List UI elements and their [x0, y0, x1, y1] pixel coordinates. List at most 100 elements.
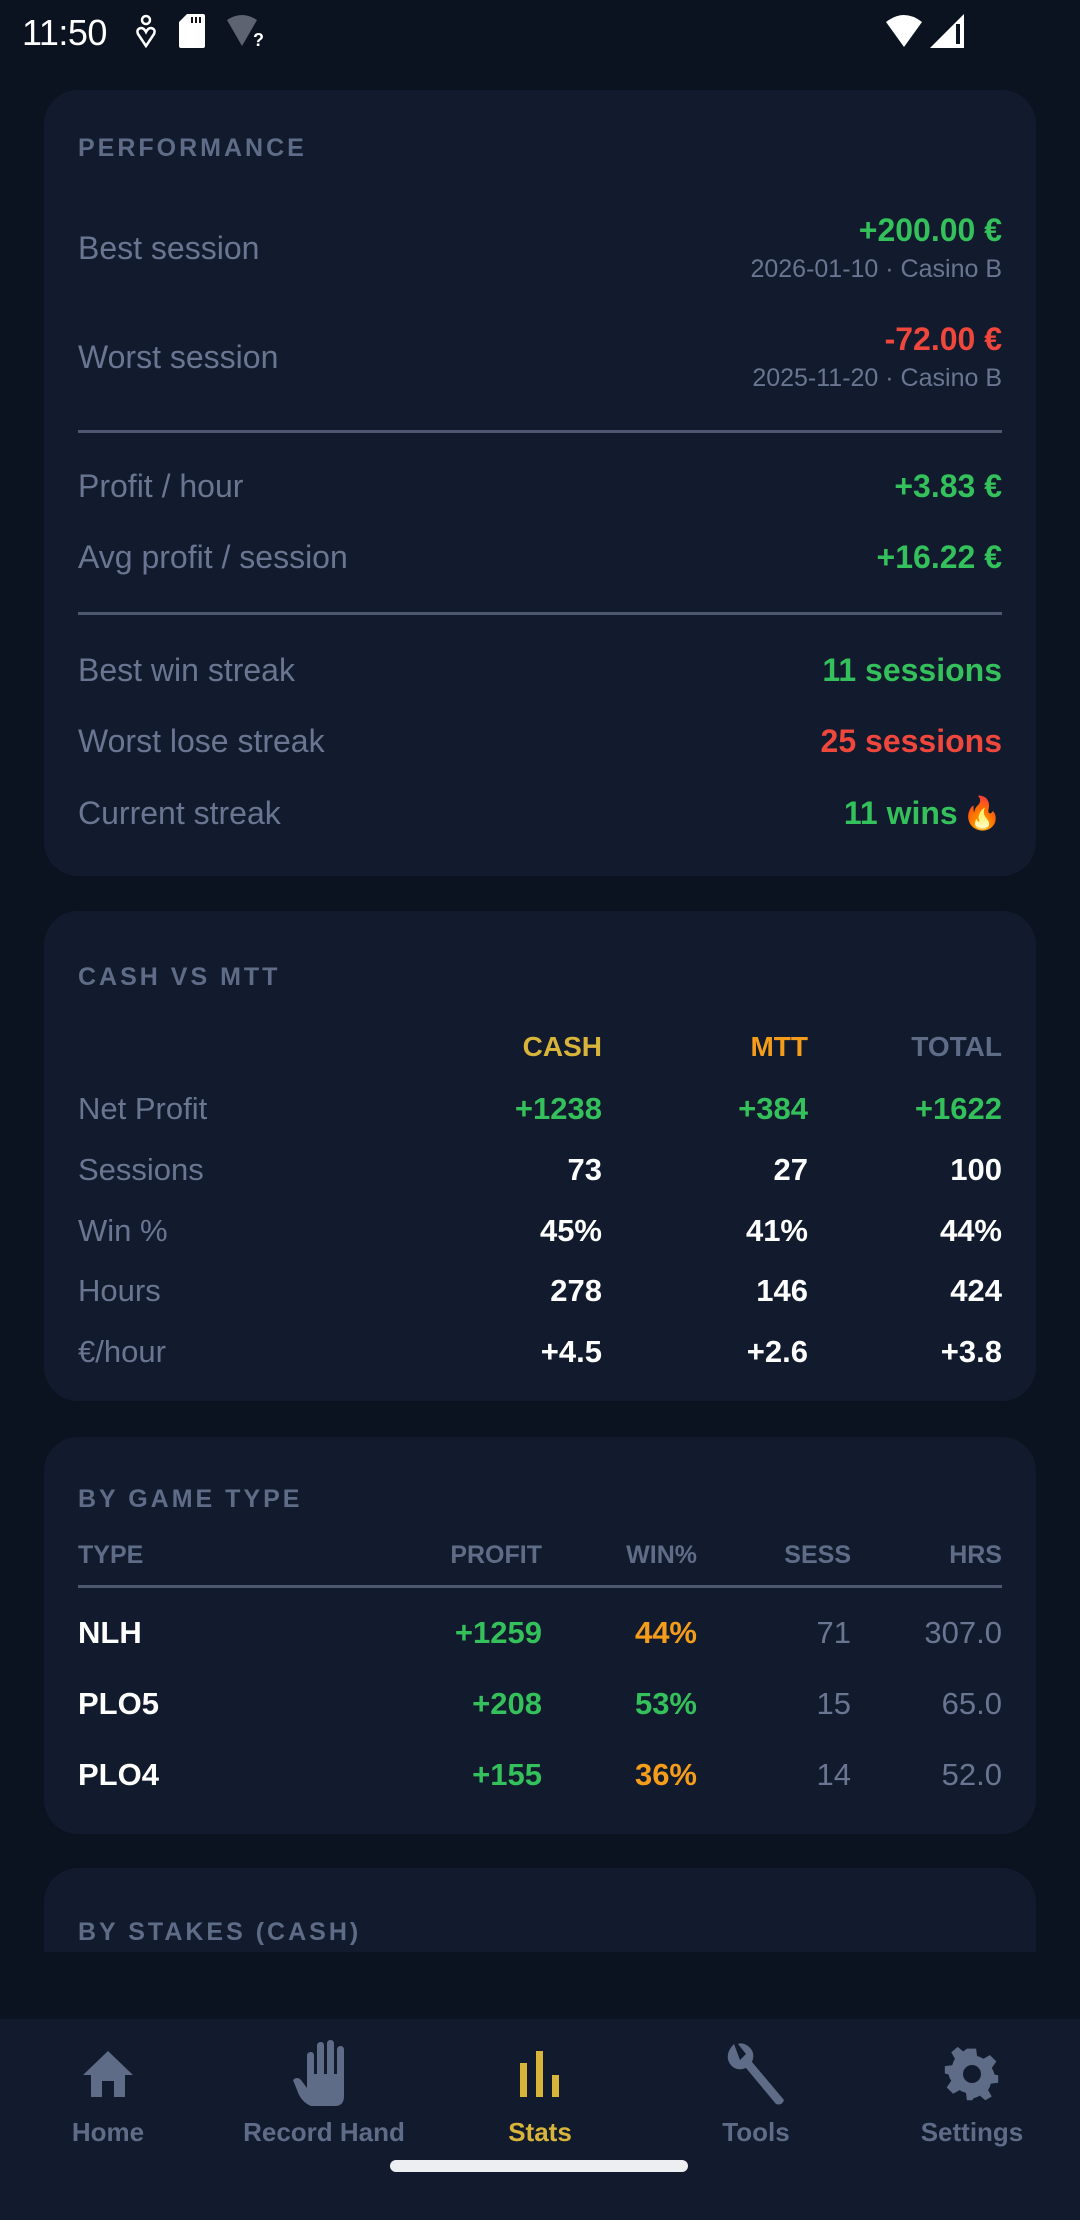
worst-session-detail: 2025-11-20 · Casino B — [752, 364, 1002, 392]
current-streak-value: 11 wins — [843, 795, 958, 831]
eur-hour-total: +3.8 — [940, 1334, 1002, 1369]
bar-chart-icon — [505, 2039, 575, 2109]
profit-hour-label: Profit / hour — [78, 468, 244, 504]
worst-session-value: -72.00 € — [884, 321, 1002, 357]
col-header-type: TYPE — [78, 1541, 144, 1569]
profit-hour-value: +3.83 € — [894, 468, 1002, 504]
sessions-mtt: 27 — [773, 1152, 808, 1187]
svg-text:?: ? — [253, 30, 264, 48]
col-header-mtt: MTT — [750, 1031, 808, 1062]
status-time: 11:50 — [22, 12, 107, 53]
nav-label-record-hand: Record Hand — [243, 2117, 405, 2147]
by-stakes-card: BY STAKES (CASH) — [44, 1868, 1036, 1952]
nav-settings[interactable]: Settings — [864, 2039, 1080, 2148]
sessions-total: 100 — [950, 1152, 1002, 1187]
nav-label-settings: Settings — [920, 2117, 1024, 2147]
eur-hour-mtt: +2.6 — [746, 1334, 808, 1369]
best-streak-value: 11 sessions — [822, 652, 1002, 688]
signal-icon — [930, 14, 964, 53]
eur-hour-cash: +4.5 — [540, 1334, 602, 1369]
col-header-total: TOTAL — [911, 1031, 1002, 1062]
performance-card: PERFORMANCE Best session +200.00 € 2026-… — [44, 90, 1036, 876]
by-game-type-card: BY GAME TYPE TYPE PROFIT WIN% SESS HRS N… — [44, 1437, 1036, 1834]
nlh-sess: 71 — [816, 1615, 851, 1650]
best-streak-row: Best win streak 11 sessions — [78, 652, 1002, 689]
wifi-unknown-icon: ? — [226, 14, 267, 53]
best-session-label: Best session — [78, 229, 260, 266]
hours-total: 424 — [950, 1273, 1002, 1308]
nav-home[interactable]: Home — [0, 2039, 216, 2148]
plo5-profit: +208 — [472, 1686, 542, 1721]
by-game-type-title: BY GAME TYPE — [78, 1485, 303, 1513]
divider — [78, 430, 1002, 433]
best-session-value: +200.00 € — [858, 212, 1002, 248]
home-icon — [73, 2039, 143, 2109]
worst-session-row: Worst session -72.00 € 2025-11-20 · Casi… — [78, 317, 1002, 397]
worst-session-label: Worst session — [78, 338, 279, 375]
net-profit-total: +1622 — [914, 1091, 1002, 1126]
game-type-plo5: PLO5 — [78, 1686, 159, 1721]
win-pct-total: 44% — [939, 1213, 1002, 1248]
plo4-sess: 14 — [816, 1757, 851, 1792]
row-label-win-pct: Win % — [78, 1213, 168, 1248]
row-label-net-profit: Net Profit — [78, 1091, 208, 1126]
hand-icon — [289, 2039, 359, 2109]
hours-mtt: 146 — [756, 1273, 808, 1308]
current-streak-label: Current streak — [78, 794, 281, 831]
net-profit-cash: +1238 — [514, 1091, 602, 1126]
gear-icon — [937, 2039, 1007, 2109]
worst-streak-label: Worst lose streak — [78, 723, 325, 759]
sessions-cash: 73 — [567, 1152, 602, 1187]
header-divider — [78, 1585, 1002, 1588]
nlh-hrs: 307.0 — [924, 1615, 1002, 1650]
game-type-plo4: PLO4 — [78, 1757, 159, 1792]
col-header-hrs: HRS — [949, 1541, 1002, 1569]
nlh-win: 44% — [634, 1615, 697, 1650]
nav-record-hand[interactable]: Record Hand — [216, 2039, 432, 2148]
hours-cash: 278 — [550, 1273, 602, 1308]
wrench-icon — [721, 2039, 791, 2109]
col-header-profit: PROFIT — [450, 1541, 542, 1569]
best-session-detail: 2026-01-10 · Casino B — [750, 255, 1002, 283]
profit-hour-row: Profit / hour +3.83 € — [78, 468, 1002, 505]
avg-profit-label: Avg profit / session — [78, 539, 348, 575]
nav-label-stats: Stats — [508, 2117, 572, 2147]
cash-vs-mtt-title: CASH VS MTT — [78, 963, 281, 991]
plo5-hrs: 65.0 — [941, 1686, 1002, 1721]
nav-tools[interactable]: Tools — [648, 2039, 864, 2148]
row-label-eur-hour: €/hour — [78, 1334, 166, 1369]
worst-streak-row: Worst lose streak 25 sessions — [78, 723, 1002, 760]
win-pct-cash: 45% — [539, 1213, 602, 1248]
bottom-nav: Home Record Hand Stats Tools Settings — [0, 2019, 1080, 2220]
col-header-cash: CASH — [522, 1031, 602, 1062]
col-header-win: WIN% — [626, 1541, 697, 1569]
avg-profit-row: Avg profit / session +16.22 € — [78, 539, 1002, 576]
sd-card-icon — [178, 13, 205, 53]
row-label-hours: Hours — [78, 1273, 161, 1308]
plo5-sess: 15 — [816, 1686, 851, 1721]
plo4-win: 36% — [634, 1757, 697, 1792]
best-streak-label: Best win streak — [78, 652, 295, 688]
game-type-nlh: NLH — [78, 1615, 142, 1650]
nlh-profit: +1259 — [454, 1615, 542, 1650]
wifi-icon — [886, 14, 922, 53]
cash-vs-mtt-card: CASH VS MTT CASH MTT TOTAL Net Profit +1… — [44, 911, 1036, 1401]
row-label-sessions: Sessions — [78, 1152, 204, 1187]
win-pct-mtt: 41% — [745, 1213, 808, 1248]
nav-label-home: Home — [71, 2117, 145, 2147]
worst-streak-value: 25 sessions — [820, 723, 1002, 759]
by-stakes-title: BY STAKES (CASH) — [78, 1918, 362, 1946]
net-profit-mtt: +384 — [738, 1091, 808, 1126]
nav-label-tools: Tools — [722, 2117, 790, 2147]
status-bar: 11:50 ? — [0, 0, 1080, 66]
divider — [78, 612, 1002, 615]
best-session-row: Best session +200.00 € 2026-01-10 · Casi… — [78, 208, 1002, 288]
col-header-sess: SESS — [784, 1541, 851, 1569]
stats-scroll-view[interactable]: PERFORMANCE Best session +200.00 € 2026-… — [0, 66, 1080, 1952]
performance-title: PERFORMANCE — [78, 134, 307, 162]
fire-icon: 🔥 — [962, 795, 1002, 831]
nav-stats[interactable]: Stats — [432, 2039, 648, 2148]
plo4-hrs: 52.0 — [941, 1757, 1002, 1792]
plo5-win: 53% — [634, 1686, 697, 1721]
home-indicator[interactable] — [390, 2160, 688, 2172]
